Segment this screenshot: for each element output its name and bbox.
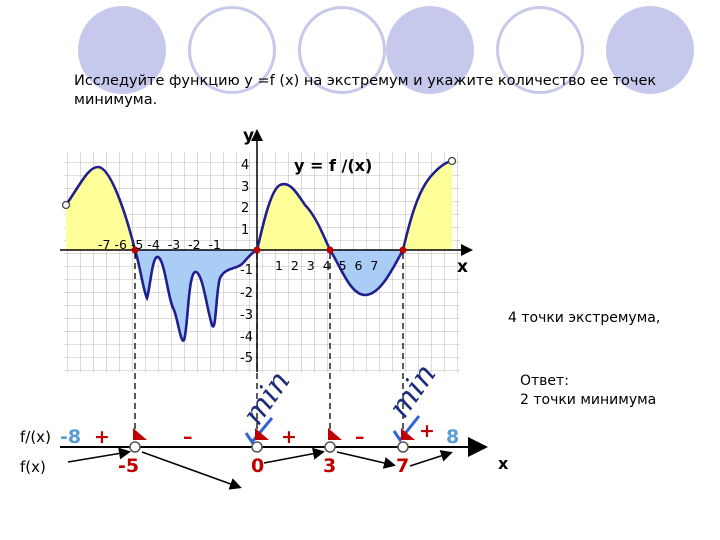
arrow-decreasing-2 bbox=[336, 451, 396, 469]
flag-marker-3 bbox=[328, 428, 342, 440]
critical-value-minus5: -5 bbox=[118, 455, 139, 477]
sign-chart-axis-label: x bbox=[498, 454, 509, 473]
critical-point-7 bbox=[397, 441, 409, 453]
y-tick-neg2: -2 bbox=[240, 286, 253, 301]
decor-circle-5 bbox=[496, 6, 584, 94]
function-label: y = f /(x) bbox=[294, 156, 372, 175]
decor-circle-6 bbox=[606, 6, 694, 94]
negative-area-right bbox=[330, 250, 403, 295]
critical-point-0 bbox=[251, 441, 263, 453]
sign-plus-1: + bbox=[94, 426, 110, 448]
grid bbox=[64, 152, 460, 372]
x-ticks-positive: 1 2 3 4 5 6 7 bbox=[275, 258, 378, 273]
y-axis-label: y bbox=[243, 126, 254, 146]
zero-marker-0 bbox=[253, 246, 261, 254]
answer-heading: Ответ: bbox=[520, 373, 569, 389]
f-label: f(x) bbox=[20, 458, 46, 476]
decor-circle-2 bbox=[188, 6, 276, 94]
sign-minus-2: – bbox=[355, 426, 365, 448]
arrow-decreasing-1 bbox=[141, 451, 242, 490]
x-ticks-negative: -7 -6 -5 -4 -3 -2 -1 bbox=[98, 237, 221, 252]
flag-marker-0 bbox=[255, 428, 269, 440]
left-bound: -8 bbox=[60, 426, 81, 448]
answer-block: Ответ: 2 точки минимума bbox=[520, 372, 656, 410]
y-tick-neg5: -5 bbox=[240, 351, 253, 366]
arrow-increasing-2 bbox=[263, 447, 325, 464]
sign-minus-1: – bbox=[183, 426, 193, 448]
y-tick-1: 1 bbox=[241, 223, 249, 238]
arrow-increasing-1 bbox=[67, 447, 131, 463]
flag-marker-7 bbox=[401, 428, 415, 440]
y-tick-4: 4 bbox=[241, 158, 249, 173]
positive-area-middle bbox=[257, 184, 330, 250]
check-mark-7 bbox=[392, 415, 421, 443]
flag-marker-minus5 bbox=[133, 428, 147, 440]
sign-plus-3: + bbox=[419, 420, 435, 442]
curve-endpoint-right bbox=[447, 156, 457, 166]
zero-marker-3 bbox=[326, 246, 334, 254]
extrema-annotation: 4 точки экстремума, bbox=[508, 310, 661, 326]
critical-point-minus5 bbox=[129, 441, 141, 453]
critical-value-3: 3 bbox=[323, 455, 336, 477]
zero-marker-7 bbox=[399, 246, 407, 254]
critical-value-0: 0 bbox=[251, 455, 264, 477]
positive-area-right bbox=[403, 161, 452, 250]
y-tick-neg3: -3 bbox=[240, 308, 253, 323]
arrow-increasing-3 bbox=[409, 450, 453, 467]
derivative-curve bbox=[64, 159, 453, 342]
y-tick-neg1: -1 bbox=[240, 263, 253, 278]
decor-circle-3 bbox=[298, 6, 386, 94]
y-tick-neg4: -4 bbox=[240, 330, 253, 345]
min-label-0: min bbox=[236, 365, 298, 432]
right-bound: 8 bbox=[446, 426, 459, 448]
decor-circle-4 bbox=[386, 6, 474, 94]
y-tick-2: 2 bbox=[241, 201, 249, 216]
task-text: Исследуйте функцию y =f (x) на экстремум… bbox=[74, 73, 657, 108]
critical-point-3 bbox=[324, 441, 336, 453]
zero-marker-minus5 bbox=[131, 246, 139, 254]
sign-plus-2: + bbox=[281, 426, 297, 448]
curve-endpoint-left bbox=[61, 200, 71, 210]
y-tick-3: 3 bbox=[241, 180, 249, 195]
fprime-label: f/(x) bbox=[20, 428, 51, 446]
critical-value-7: 7 bbox=[396, 455, 409, 477]
decor-circle-1 bbox=[78, 6, 166, 94]
x-axis-label: x bbox=[457, 257, 468, 277]
check-mark-0 bbox=[244, 417, 274, 445]
answer-text: 2 точки минимума bbox=[520, 392, 657, 408]
positive-area-left bbox=[66, 167, 135, 250]
